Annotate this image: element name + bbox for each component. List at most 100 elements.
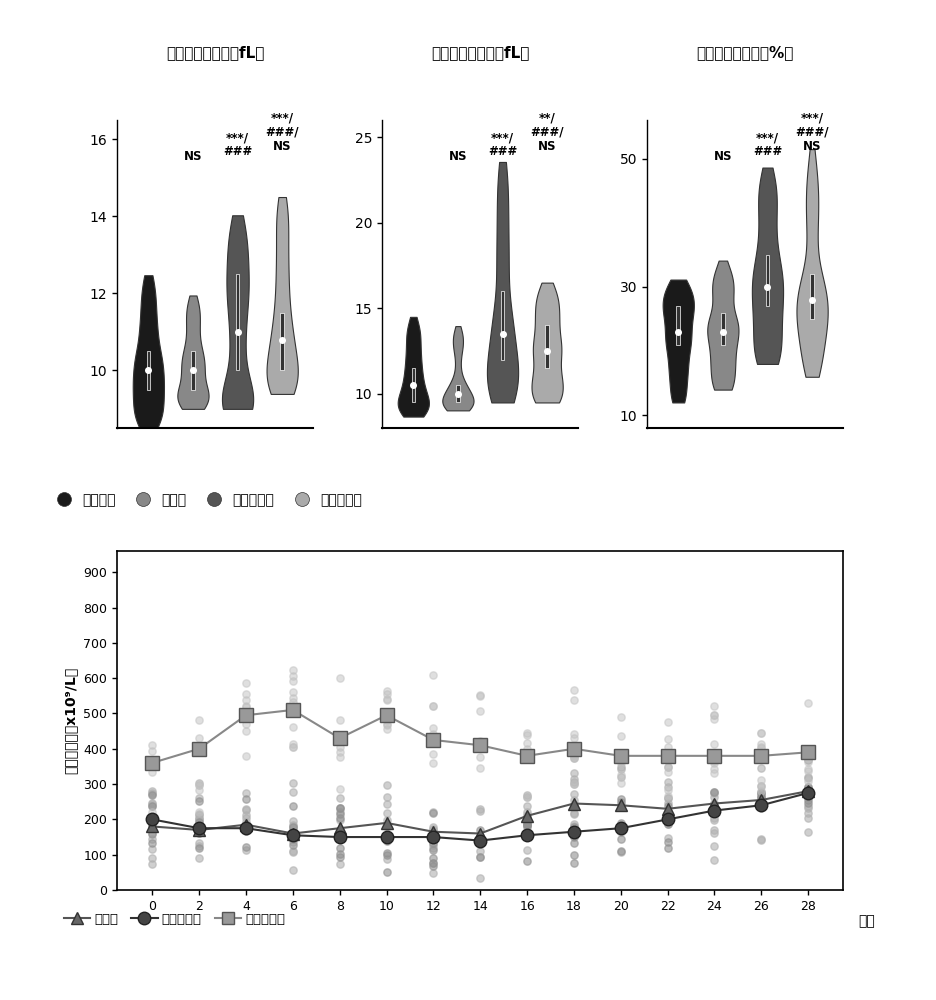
Point bbox=[285, 862, 300, 878]
Text: ***/
###: ***/ ### bbox=[752, 131, 782, 158]
Point bbox=[565, 792, 580, 808]
Point bbox=[378, 830, 393, 846]
Point bbox=[659, 840, 674, 856]
Point bbox=[565, 726, 580, 742]
Point bbox=[706, 810, 721, 826]
Point bbox=[753, 736, 768, 752]
Point bbox=[378, 845, 393, 861]
Point bbox=[378, 829, 393, 845]
Point bbox=[612, 748, 627, 764]
Point bbox=[144, 785, 159, 801]
Point bbox=[378, 777, 393, 793]
Text: **/
###/
NS: **/ ###/ NS bbox=[530, 112, 563, 153]
Point bbox=[378, 851, 393, 867]
Point bbox=[612, 819, 627, 835]
Point bbox=[565, 682, 580, 698]
Point bbox=[799, 805, 814, 821]
Point bbox=[565, 805, 580, 821]
Point bbox=[425, 698, 440, 714]
Point bbox=[472, 803, 487, 819]
Point bbox=[238, 801, 253, 817]
Point bbox=[659, 782, 674, 798]
Point bbox=[519, 817, 534, 833]
Point bbox=[331, 846, 346, 862]
Point bbox=[612, 728, 627, 744]
Point bbox=[565, 748, 580, 764]
Point bbox=[472, 828, 487, 844]
Point bbox=[706, 789, 721, 805]
Point bbox=[378, 692, 393, 708]
Point bbox=[799, 779, 814, 795]
Bar bbox=[456, 385, 460, 402]
Point bbox=[285, 668, 300, 684]
Point bbox=[659, 779, 674, 795]
Point bbox=[565, 835, 580, 851]
Point bbox=[706, 707, 721, 723]
Point bbox=[238, 707, 253, 723]
Point bbox=[331, 739, 346, 755]
Point bbox=[612, 752, 627, 768]
Point bbox=[285, 739, 300, 755]
Point bbox=[191, 811, 206, 827]
Point bbox=[425, 805, 440, 821]
Point bbox=[659, 798, 674, 814]
Point bbox=[519, 842, 534, 858]
Point bbox=[565, 765, 580, 781]
Point bbox=[799, 761, 814, 777]
Point bbox=[331, 827, 346, 843]
Point bbox=[285, 673, 300, 689]
Text: ***/
###: ***/ ### bbox=[488, 131, 517, 158]
Point bbox=[659, 731, 674, 747]
Point bbox=[565, 847, 580, 863]
Point bbox=[706, 822, 721, 838]
Point bbox=[331, 712, 346, 728]
Point bbox=[425, 824, 440, 840]
Point bbox=[612, 831, 627, 847]
Point bbox=[799, 787, 814, 803]
Point bbox=[799, 769, 814, 785]
Point bbox=[238, 716, 253, 732]
Point bbox=[144, 795, 159, 811]
Point bbox=[753, 784, 768, 800]
Point bbox=[753, 749, 768, 765]
Point bbox=[706, 825, 721, 841]
Point bbox=[519, 810, 534, 826]
Point bbox=[472, 687, 487, 703]
Bar bbox=[676, 306, 680, 345]
Point bbox=[378, 710, 393, 726]
Point bbox=[753, 760, 768, 776]
Point bbox=[753, 790, 768, 806]
Point bbox=[144, 850, 159, 866]
Point bbox=[144, 825, 159, 841]
Point bbox=[238, 802, 253, 818]
Point bbox=[519, 815, 534, 831]
Point bbox=[144, 787, 159, 803]
Text: 天数: 天数 bbox=[857, 914, 873, 928]
Point bbox=[799, 810, 814, 826]
Point bbox=[472, 703, 487, 719]
Point bbox=[799, 782, 814, 798]
Point bbox=[799, 763, 814, 779]
Bar bbox=[810, 274, 813, 319]
Point bbox=[331, 670, 346, 686]
Point bbox=[472, 834, 487, 850]
Point bbox=[565, 750, 580, 766]
Point bbox=[565, 786, 580, 802]
Point bbox=[565, 823, 580, 839]
Point bbox=[519, 735, 534, 751]
Point bbox=[331, 800, 346, 816]
Point bbox=[612, 822, 627, 838]
Legend: 脓毒症, 严重脓毒症, 脓毒性休克: 脓毒症, 严重脓毒症, 脓毒性休克 bbox=[58, 907, 290, 931]
Point bbox=[753, 789, 768, 805]
Bar bbox=[721, 313, 724, 345]
Point bbox=[285, 719, 300, 735]
Point bbox=[706, 761, 721, 777]
Point bbox=[285, 684, 300, 700]
Point bbox=[753, 832, 768, 848]
Point bbox=[425, 804, 440, 820]
Point bbox=[191, 807, 206, 823]
Point bbox=[706, 812, 721, 828]
Point bbox=[331, 831, 346, 847]
Point bbox=[799, 792, 814, 808]
Point bbox=[191, 782, 206, 798]
